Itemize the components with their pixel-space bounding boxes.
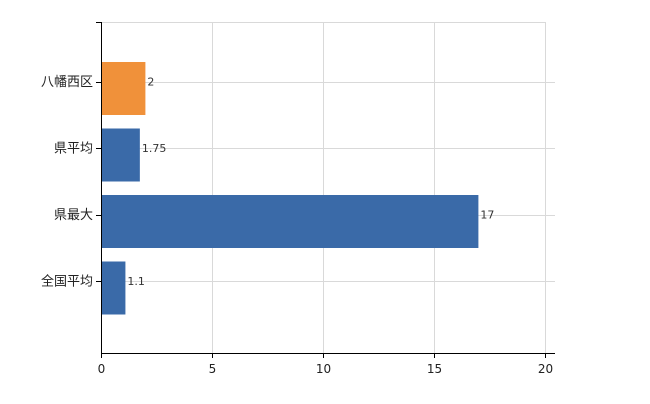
- axes: [101, 22, 555, 354]
- x-tick-label: 0: [98, 362, 106, 376]
- bar: [101, 62, 146, 115]
- category-label: 八幡西区: [41, 75, 93, 90]
- bar: [101, 195, 479, 248]
- data-label: 2: [147, 76, 154, 89]
- category-label: 県最大: [54, 208, 93, 223]
- data-label: 1.75: [142, 142, 167, 155]
- labels: 0 5 10 15 20 八幡西区 2 県平均 1.75 県最大 17 全国平均 1.1: [41, 22, 553, 376]
- x-tick-label: 15: [427, 362, 442, 376]
- category-label: 県平均: [54, 142, 93, 157]
- x-tick-label: 5: [209, 362, 217, 376]
- data-label: 17: [480, 209, 494, 222]
- category-label: 全国平均: [41, 274, 93, 290]
- x-tick-label: 20: [538, 362, 553, 376]
- bar: [101, 261, 126, 315]
- bar: [101, 128, 140, 182]
- bars: [101, 62, 479, 315]
- data-label: 1.1: [127, 275, 145, 288]
- x-tick-label: 10: [316, 362, 331, 376]
- gridlines: [101, 22, 555, 353]
